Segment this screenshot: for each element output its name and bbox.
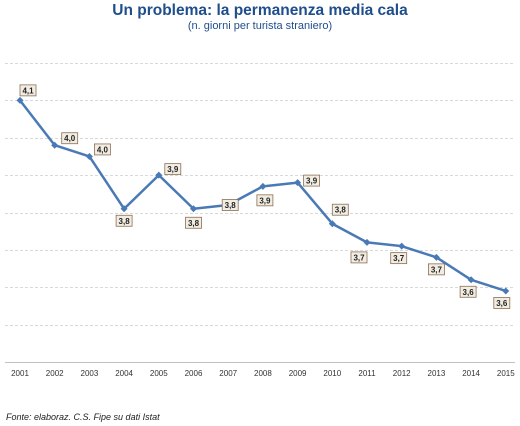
data-label: 3,6 xyxy=(496,299,508,308)
data-point xyxy=(363,238,371,246)
data-label: 3,6 xyxy=(463,288,475,297)
data-point xyxy=(467,276,475,284)
data-label-box xyxy=(493,297,511,309)
x-tick-label: 2004 xyxy=(115,369,133,378)
x-tick-label: 2012 xyxy=(393,369,411,378)
data-label-box xyxy=(115,214,133,227)
x-tick-label: 2008 xyxy=(254,369,272,378)
data-point xyxy=(120,205,128,213)
data-label-box xyxy=(164,163,182,176)
data-point xyxy=(16,96,24,104)
x-tick-label: 2014 xyxy=(462,369,480,378)
data-point xyxy=(259,182,267,190)
x-tick-label: 2001 xyxy=(11,369,29,378)
data-label-box xyxy=(459,285,477,298)
data-label: 3,9 xyxy=(306,177,318,186)
data-label: 3,8 xyxy=(335,206,347,215)
data-point xyxy=(190,205,197,213)
data-label: 3,9 xyxy=(259,196,271,205)
data-label: 3,8 xyxy=(119,217,131,226)
x-tick-label: 2011 xyxy=(358,369,376,378)
data-label: 3,9 xyxy=(167,165,179,174)
x-tick-label: 2015 xyxy=(497,369,515,378)
data-point xyxy=(398,242,406,250)
data-label-box xyxy=(185,216,202,229)
data-label: 3,7 xyxy=(431,265,443,274)
data-point xyxy=(85,152,93,160)
data-label: 3,7 xyxy=(353,253,365,262)
data-label-box xyxy=(61,132,79,145)
data-label: 3,8 xyxy=(188,219,200,228)
data-point xyxy=(502,287,510,295)
data-label-box xyxy=(221,199,239,211)
data-label: 4,0 xyxy=(64,134,76,143)
x-tick-label: 2003 xyxy=(81,369,99,378)
data-point xyxy=(328,220,336,228)
x-tick-label: 2005 xyxy=(150,369,168,378)
data-label: 4,1 xyxy=(22,86,34,95)
data-label-box xyxy=(303,174,321,187)
data-label-box xyxy=(19,84,37,97)
data-label-box xyxy=(390,252,408,265)
x-tick-label: 2006 xyxy=(185,369,203,378)
data-point xyxy=(432,253,440,261)
source-note: Fonte: elaboraz. C.S. Fipe su dati Istat xyxy=(6,412,160,422)
chart-title: Un problema: la permanenza media cala xyxy=(112,2,408,19)
x-tick-label: 2009 xyxy=(289,369,307,378)
data-label: 3,7 xyxy=(393,254,405,263)
data-label-box xyxy=(256,194,274,207)
data-label-box xyxy=(350,251,368,264)
data-label: 4,0 xyxy=(97,145,109,154)
data-label-box xyxy=(331,203,349,216)
x-tick-label: 2002 xyxy=(46,369,64,378)
data-label-box xyxy=(427,263,445,276)
x-tick-label: 2013 xyxy=(428,369,446,378)
x-tick-label: 2010 xyxy=(323,369,341,378)
data-point xyxy=(51,141,59,149)
data-point xyxy=(294,179,302,187)
data-label: 3,8 xyxy=(225,201,237,210)
chart-subtitle: (n. giorni per turista straniero) xyxy=(187,20,333,32)
data-point xyxy=(155,171,163,179)
x-tick-label: 2007 xyxy=(219,369,237,378)
data-label-box xyxy=(94,143,111,156)
